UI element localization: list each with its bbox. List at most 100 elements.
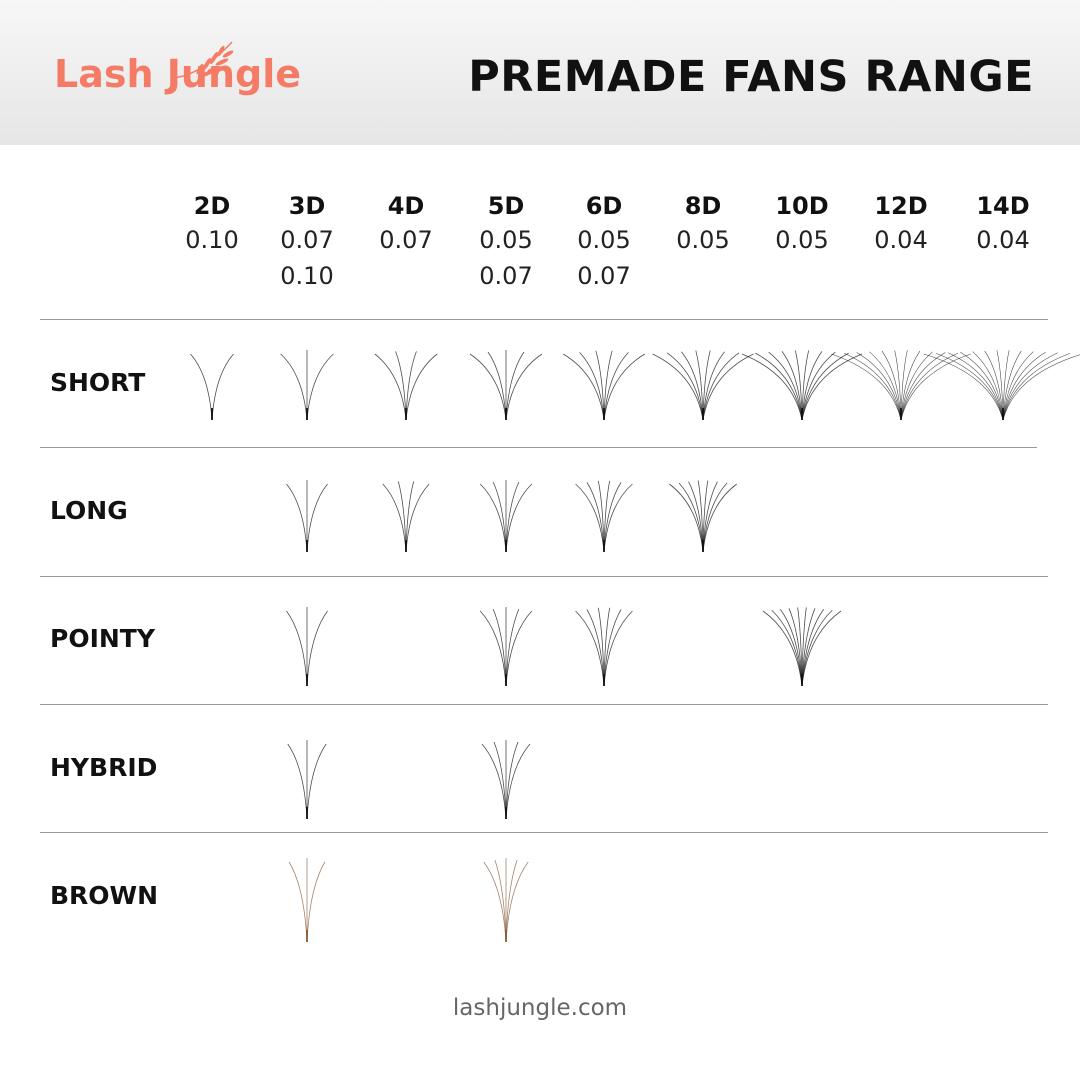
lash-strand — [306, 353, 334, 421]
lash-strand — [479, 610, 507, 687]
lash-strand — [603, 352, 629, 421]
column-header-10d: 10D 0.05 — [752, 192, 852, 258]
header-banner — [0, 0, 1080, 145]
lash-strand — [935, 353, 1004, 421]
column-header-12d: 12D 0.04 — [851, 192, 951, 258]
lash-strand — [306, 483, 328, 553]
lash-strand — [900, 351, 933, 421]
fan-short-5d — [469, 350, 543, 421]
lash-strand — [702, 481, 718, 553]
lash-strand — [505, 610, 533, 687]
fan-short-10d — [741, 350, 863, 421]
lash-strand — [869, 351, 902, 421]
fan-brown-3d — [288, 858, 326, 943]
lash-strand — [801, 353, 863, 421]
fan-short-12d — [831, 350, 971, 421]
row-label-hybrid: HYBRID — [50, 753, 158, 782]
lash-strand — [505, 743, 531, 820]
lash-strand — [288, 861, 308, 943]
lash-strand — [306, 743, 327, 820]
thickness-value: 0.05 — [775, 226, 829, 254]
lash-strand — [287, 743, 308, 820]
fan-hybrid-5d — [481, 740, 531, 820]
fan-pointy-6d — [575, 607, 633, 687]
lash-strand — [1002, 351, 1046, 421]
lash-strand — [1002, 352, 1058, 421]
row-divider — [40, 832, 1048, 833]
lash-strand — [702, 352, 740, 421]
density-label: 14D — [976, 192, 1030, 220]
lash-strand — [575, 483, 605, 553]
lash-strand — [306, 610, 328, 687]
lash-strand — [768, 351, 803, 421]
lash-strand — [831, 353, 902, 421]
lash-strand — [603, 609, 622, 687]
lash-strand — [669, 483, 704, 553]
density-label: 10D — [775, 192, 829, 220]
lash-strand — [280, 353, 308, 421]
density-label: 8D — [684, 192, 722, 220]
leaf-icon — [171, 41, 234, 79]
row-label-brown: BROWN — [50, 881, 159, 910]
lash-strand — [948, 352, 1004, 421]
column-header-5d: 5D 0.05 0.07 — [456, 192, 556, 294]
fan-pointy-3d — [286, 607, 328, 687]
lash-strand — [286, 610, 308, 687]
lash-strand — [211, 353, 234, 421]
column-header-3d: 3D 0.07 0.10 — [257, 192, 357, 294]
lash-strand — [505, 483, 533, 553]
fan-pointy-5d — [479, 607, 533, 687]
fan-short-14d — [923, 350, 1080, 421]
lash-strand — [972, 351, 1004, 421]
lash-strand — [286, 483, 308, 553]
lash-strand — [479, 483, 507, 553]
lash-strand — [702, 351, 725, 421]
row-label-long: LONG — [50, 496, 128, 525]
fan-short-8d — [652, 350, 754, 421]
density-label: 2D — [193, 192, 231, 220]
lash-strand — [483, 861, 507, 943]
lash-strand — [801, 610, 842, 687]
brand-logo: Lash Jungle — [54, 52, 301, 96]
row-label-short: SHORT — [50, 368, 146, 397]
lash-strand — [405, 483, 430, 553]
density-label: 6D — [585, 192, 623, 220]
fan-short-3d — [280, 350, 334, 421]
thickness-value: 0.07 — [577, 262, 631, 290]
lash-strand — [575, 610, 605, 687]
row-label-pointy: POINTY — [50, 624, 155, 653]
lash-strand — [960, 351, 1004, 421]
density-label: 4D — [387, 192, 425, 220]
lash-strand — [843, 352, 902, 421]
thickness-value: 0.05 — [479, 226, 533, 254]
lash-strand — [603, 610, 633, 687]
lash-strand — [771, 609, 803, 687]
fan-short-2d — [190, 353, 234, 421]
row-divider — [40, 447, 1037, 448]
lash-strand — [405, 353, 438, 421]
lash-strand — [586, 609, 605, 687]
lash-strand — [190, 353, 213, 421]
row-divider — [40, 704, 1048, 705]
footer-website: lashjungle.com — [452, 995, 628, 1021]
lash-strand — [1002, 351, 1034, 421]
column-header-4d: 4D 0.07 — [356, 192, 456, 258]
column-header-14d: 14D 0.04 — [953, 192, 1053, 258]
lash-strand — [652, 353, 704, 421]
lash-strand — [481, 743, 507, 820]
lash-strand — [505, 861, 529, 943]
row-divider — [40, 576, 1048, 577]
thickness-value: 0.05 — [577, 226, 631, 254]
lash-strand — [702, 483, 737, 553]
lash-strand — [579, 352, 605, 421]
lash-strand — [900, 352, 959, 421]
column-header-6d: 6D 0.05 0.07 — [554, 192, 654, 294]
fan-long-4d — [382, 481, 430, 553]
lash-strand — [586, 482, 605, 553]
page-title: PREMADE FANS RANGE — [468, 52, 1034, 102]
fan-short-4d — [374, 351, 438, 421]
column-header-8d: 8D 0.05 — [653, 192, 753, 258]
lash-strand — [801, 352, 849, 421]
density-label: 3D — [288, 192, 326, 220]
